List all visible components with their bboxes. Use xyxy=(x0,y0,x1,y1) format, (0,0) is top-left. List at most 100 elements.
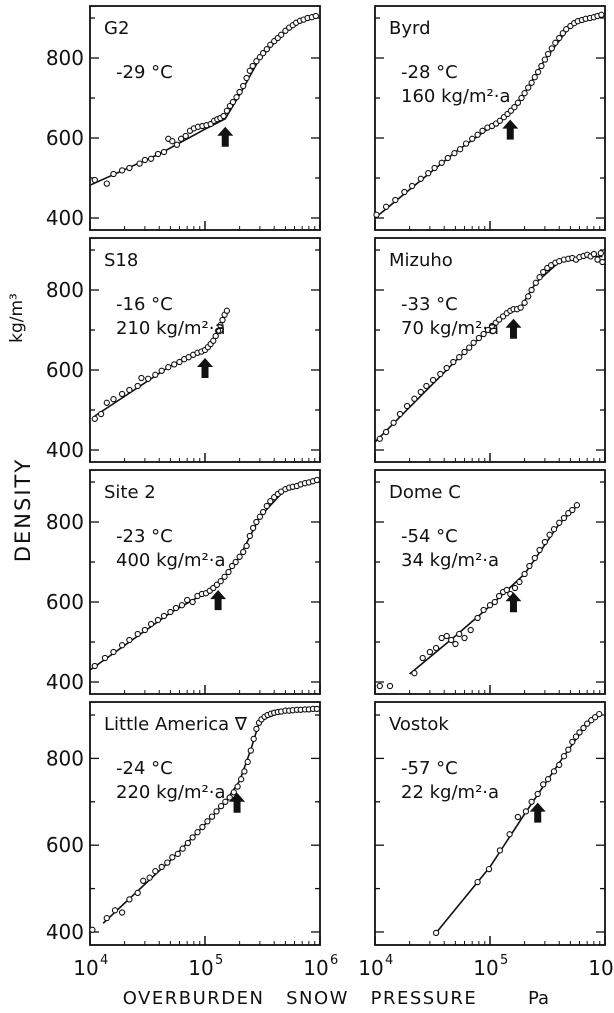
data-point xyxy=(110,648,117,656)
data-point xyxy=(596,710,603,718)
data-point xyxy=(140,877,147,884)
data-point xyxy=(495,592,503,600)
data-point xyxy=(118,642,126,649)
data-point xyxy=(126,636,133,644)
data-point xyxy=(591,714,599,721)
data-point xyxy=(118,167,126,174)
data-point xyxy=(431,164,438,172)
data-point xyxy=(144,375,152,382)
data-point xyxy=(450,358,457,366)
transition-arrow xyxy=(210,590,227,611)
data-point xyxy=(249,524,257,532)
x-tick-label: 10 xyxy=(188,956,213,980)
transition-arrow xyxy=(229,792,246,813)
data-point xyxy=(263,502,270,510)
data-point xyxy=(118,390,126,398)
data-point xyxy=(313,705,321,713)
data-point xyxy=(506,831,513,838)
data-point xyxy=(233,94,240,101)
data-point xyxy=(154,150,162,158)
data-point xyxy=(232,558,239,566)
data-point xyxy=(240,548,247,556)
data-point xyxy=(222,798,229,805)
y-tick-label: 800 xyxy=(46,278,84,302)
data-point xyxy=(164,859,171,866)
data-point xyxy=(213,581,221,588)
data-point xyxy=(534,68,542,76)
data-point xyxy=(91,662,98,670)
fit-line xyxy=(374,255,603,443)
data-point xyxy=(411,395,418,402)
x-tick-label: 10 xyxy=(303,956,328,980)
data-point xyxy=(179,845,186,852)
data-point xyxy=(138,374,145,382)
data-point xyxy=(565,746,572,753)
data-point xyxy=(158,367,165,374)
transition-arrow xyxy=(502,119,519,140)
data-point xyxy=(475,334,483,342)
data-point xyxy=(496,847,504,854)
panel-frame xyxy=(374,701,606,946)
data-point xyxy=(507,107,515,114)
data-point xyxy=(136,160,143,167)
data-point xyxy=(396,410,404,418)
data-point xyxy=(552,39,559,46)
data-point xyxy=(217,322,224,329)
data-point xyxy=(474,878,481,886)
data-point xyxy=(432,644,440,652)
panel-title: Vostok xyxy=(389,714,449,735)
data-point xyxy=(517,304,524,311)
panel-6: 400 600 800 Little America ∇ -24 °C 220 kg/m²… xyxy=(46,701,338,980)
transition-arrow xyxy=(217,126,234,147)
data-point xyxy=(548,45,555,52)
data-point xyxy=(569,506,576,514)
data-point xyxy=(184,839,192,847)
y-tick-label: 800 xyxy=(46,746,84,770)
panel-temperature: -57 °C xyxy=(401,758,458,779)
data-point xyxy=(417,388,424,396)
data-point xyxy=(173,141,181,148)
data-point xyxy=(249,62,256,70)
data-point xyxy=(171,361,178,368)
data-point xyxy=(448,636,455,644)
fit-line xyxy=(89,478,318,671)
panel-temperature: -23 °C xyxy=(116,526,173,547)
y-tick-label: 400 xyxy=(46,438,84,462)
data-point xyxy=(425,170,432,177)
y-tick-label: 400 xyxy=(46,920,84,944)
data-point xyxy=(103,914,110,922)
data-point xyxy=(452,640,459,648)
data-point xyxy=(556,519,563,526)
data-point xyxy=(126,896,133,903)
data-point xyxy=(160,612,168,620)
data-point xyxy=(534,790,541,798)
transition-arrow xyxy=(505,318,522,339)
data-point xyxy=(403,402,411,410)
y-tick-label: 600 xyxy=(46,126,84,150)
panel-frame xyxy=(89,469,321,695)
data-point xyxy=(228,562,236,570)
data-point xyxy=(514,813,522,821)
data-point xyxy=(225,568,232,576)
data-point xyxy=(194,829,201,836)
data-point xyxy=(496,117,504,124)
data-point xyxy=(480,330,487,338)
data-point xyxy=(392,196,399,204)
data-point xyxy=(444,154,451,162)
data-point xyxy=(212,332,219,340)
data-point xyxy=(160,148,168,156)
data-point xyxy=(236,553,243,560)
x-tick-exponent: 4 xyxy=(100,953,108,968)
data-point xyxy=(141,626,149,634)
y-tick-label: 600 xyxy=(46,833,84,857)
panel-title: Byrd xyxy=(389,18,431,39)
data-point xyxy=(244,758,251,766)
data-point xyxy=(423,382,430,390)
data-point xyxy=(491,598,498,606)
data-point xyxy=(426,648,434,656)
data-point xyxy=(154,616,162,624)
data-point xyxy=(256,513,264,520)
data-point xyxy=(484,326,492,334)
data-point xyxy=(511,584,519,592)
data-point xyxy=(451,150,458,157)
